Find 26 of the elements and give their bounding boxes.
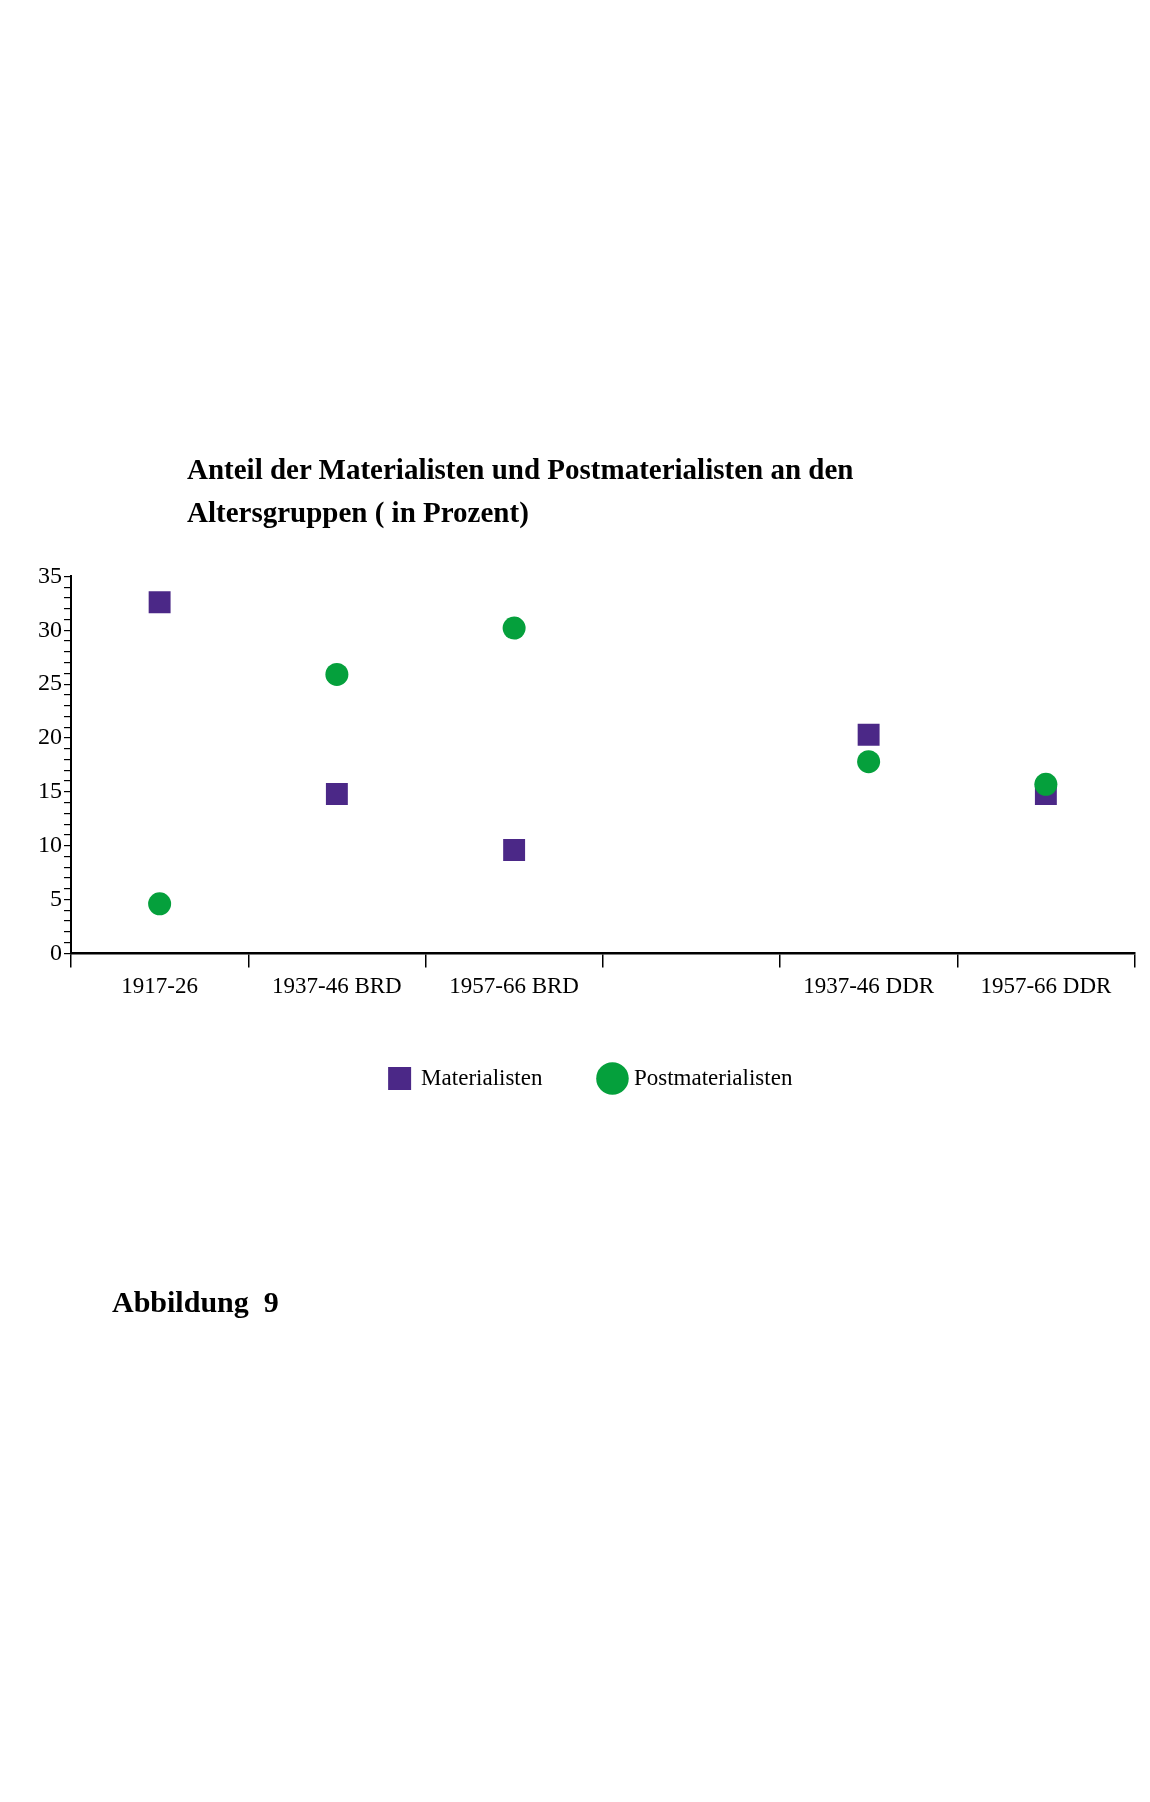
- point: [857, 750, 881, 774]
- y-tick-label: 25: [38, 669, 62, 696]
- y-tick-label: 30: [38, 615, 62, 642]
- point: [503, 839, 526, 861]
- point: [502, 616, 526, 640]
- y-tick-label: 10: [38, 830, 62, 857]
- point: [325, 783, 348, 805]
- x-tick-label: 1937-46 BRD: [272, 973, 402, 999]
- y-tick-label: 5: [50, 884, 62, 911]
- chart-title: Anteil der Materialisten und Postmaterialisten an den Altersgruppen ( in Prozent): [187, 452, 855, 530]
- text: Abbildung 9: [112, 1285, 279, 1319]
- point: [325, 662, 349, 686]
- x-tick-label: 1957-66 BRD: [449, 973, 579, 999]
- point: [857, 723, 880, 746]
- point: [148, 892, 172, 916]
- y-tick-label: 35: [38, 561, 62, 588]
- x-tick-label: 1917-26: [121, 973, 198, 999]
- x-tick-label: 1957-66 DDR: [980, 973, 1113, 999]
- point: [1034, 772, 1058, 796]
- legend-label: Postmaterialisten: [633, 1064, 793, 1090]
- y-tick-label: 15: [38, 777, 62, 804]
- point: [148, 591, 171, 614]
- y-tick-label: 20: [38, 723, 62, 750]
- y-tick-label: 0: [50, 938, 62, 965]
- legend-label: Materialisten: [421, 1064, 543, 1090]
- x-tick-label: 1937-46 DDR: [803, 973, 935, 999]
